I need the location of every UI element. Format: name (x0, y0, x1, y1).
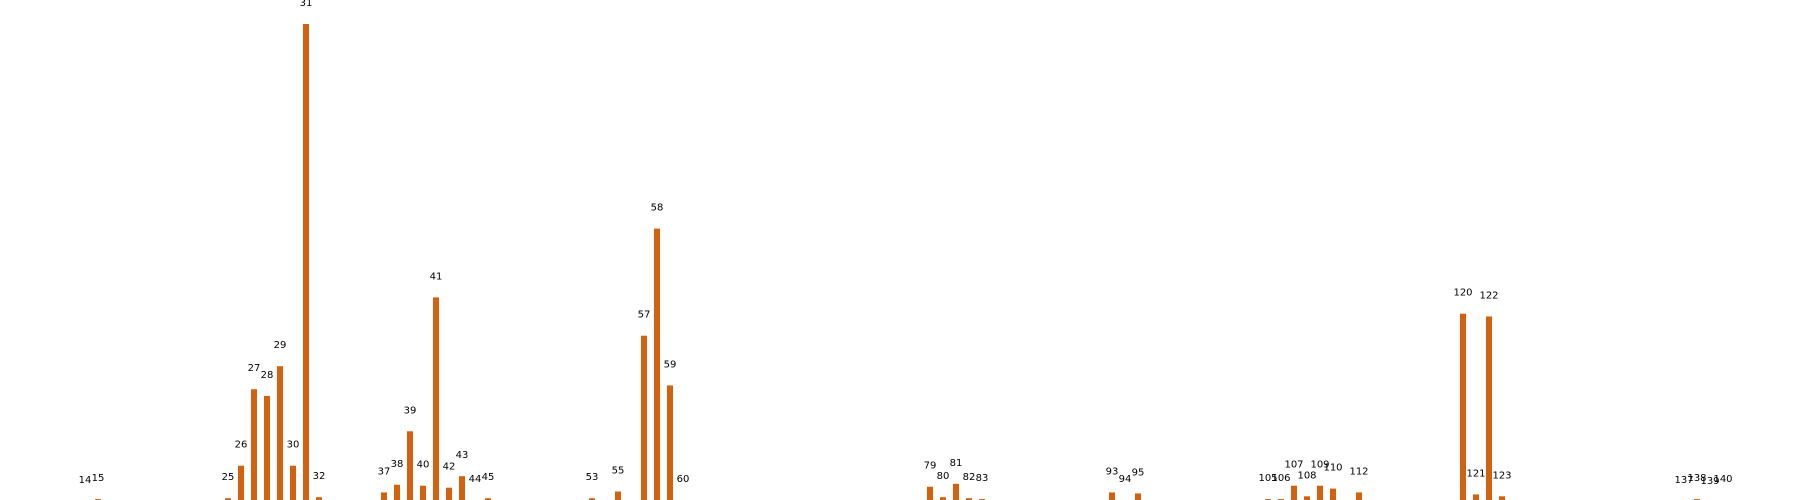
bar-label-79: 79 (924, 461, 937, 472)
bar-30 (290, 465, 296, 500)
bar-label-121: 121 (1466, 468, 1485, 479)
bar-label-38: 38 (391, 459, 404, 470)
bar-40 (420, 485, 426, 500)
bar-label-108: 108 (1297, 470, 1316, 481)
bar-45 (485, 498, 491, 500)
bar-label-140: 140 (1713, 474, 1732, 485)
bar-32 (316, 497, 322, 500)
bar-82 (966, 498, 972, 500)
bar-label-110: 110 (1323, 463, 1342, 474)
bar-25 (225, 498, 231, 500)
bar-27 (251, 389, 257, 500)
bar-81 (953, 483, 959, 500)
bar-label-41: 41 (430, 271, 443, 282)
bar-112 (1356, 492, 1362, 500)
bar-label-106: 106 (1271, 473, 1290, 484)
bar-label-40: 40 (417, 460, 430, 471)
bar-label-109: 109 (1310, 460, 1329, 471)
bar-label-93: 93 (1106, 466, 1119, 477)
bar-31 (303, 24, 309, 500)
bar-label-83: 83 (976, 473, 989, 484)
bar-41 (433, 297, 439, 500)
bar-53 (589, 498, 595, 500)
bar-label-139: 139 (1700, 476, 1719, 487)
bar-label-31: 31 (300, 0, 313, 9)
bar-42 (446, 487, 452, 500)
bar-label-82: 82 (963, 472, 976, 483)
bar-label-26: 26 (235, 440, 248, 451)
bar-26 (238, 465, 244, 500)
bar-label-123: 123 (1492, 470, 1511, 481)
bar-108 (1304, 496, 1310, 500)
bar-label-138: 138 (1687, 473, 1706, 484)
bar-label-120: 120 (1453, 288, 1472, 299)
bar-109 (1317, 485, 1323, 500)
bar-28 (264, 395, 270, 500)
bar-label-122: 122 (1479, 291, 1498, 302)
bar-label-58: 58 (651, 203, 664, 214)
bar-107 (1291, 485, 1297, 500)
bar-label-112: 112 (1349, 466, 1368, 477)
bar-label-25: 25 (222, 472, 235, 483)
bar-label-137: 137 (1674, 475, 1693, 486)
bar-label-80: 80 (937, 471, 950, 482)
bar-39 (407, 431, 413, 500)
bar-label-29: 29 (274, 340, 287, 351)
bar-label-42: 42 (443, 462, 456, 473)
bar-label-14: 14 (79, 475, 92, 486)
bar-label-15: 15 (92, 473, 105, 484)
bar-label-60: 60 (677, 474, 690, 485)
bar-label-28: 28 (261, 370, 274, 381)
bar-37 (381, 492, 387, 500)
bar-29 (277, 366, 283, 500)
bar-label-30: 30 (287, 440, 300, 451)
bar-38 (394, 484, 400, 500)
bar-80 (940, 497, 946, 500)
bar-label-94: 94 (1119, 474, 1132, 485)
bar-58 (654, 228, 660, 500)
bars-group (95, 24, 1700, 500)
bar-label-57: 57 (638, 310, 651, 321)
bar-label-39: 39 (404, 405, 417, 416)
bar-label-32: 32 (313, 471, 326, 482)
bar-label-55: 55 (612, 466, 625, 477)
bar-label-105: 105 (1258, 473, 1277, 484)
bar-43 (459, 476, 465, 500)
bar-59 (667, 385, 673, 500)
bar-label-45: 45 (482, 472, 495, 483)
bar-label-81: 81 (950, 458, 963, 469)
bar-122 (1486, 316, 1492, 500)
bar-93 (1109, 492, 1115, 500)
bar-79 (927, 486, 933, 500)
bar-110 (1330, 488, 1336, 500)
bar-label-37: 37 (378, 466, 391, 477)
bar-label-59: 59 (664, 359, 677, 370)
bar-label-53: 53 (586, 472, 599, 483)
bar-label-107: 107 (1284, 460, 1303, 471)
bar-95 (1135, 493, 1141, 500)
bar-label-44: 44 (469, 474, 482, 485)
bar-123 (1499, 496, 1505, 500)
bar-121 (1473, 494, 1479, 500)
bar-label-27: 27 (248, 363, 261, 374)
bar-55 (615, 491, 621, 500)
bar-120 (1460, 313, 1466, 500)
bar-57 (641, 335, 647, 500)
bar-label-43: 43 (456, 450, 469, 461)
bar-label-95: 95 (1132, 467, 1145, 478)
